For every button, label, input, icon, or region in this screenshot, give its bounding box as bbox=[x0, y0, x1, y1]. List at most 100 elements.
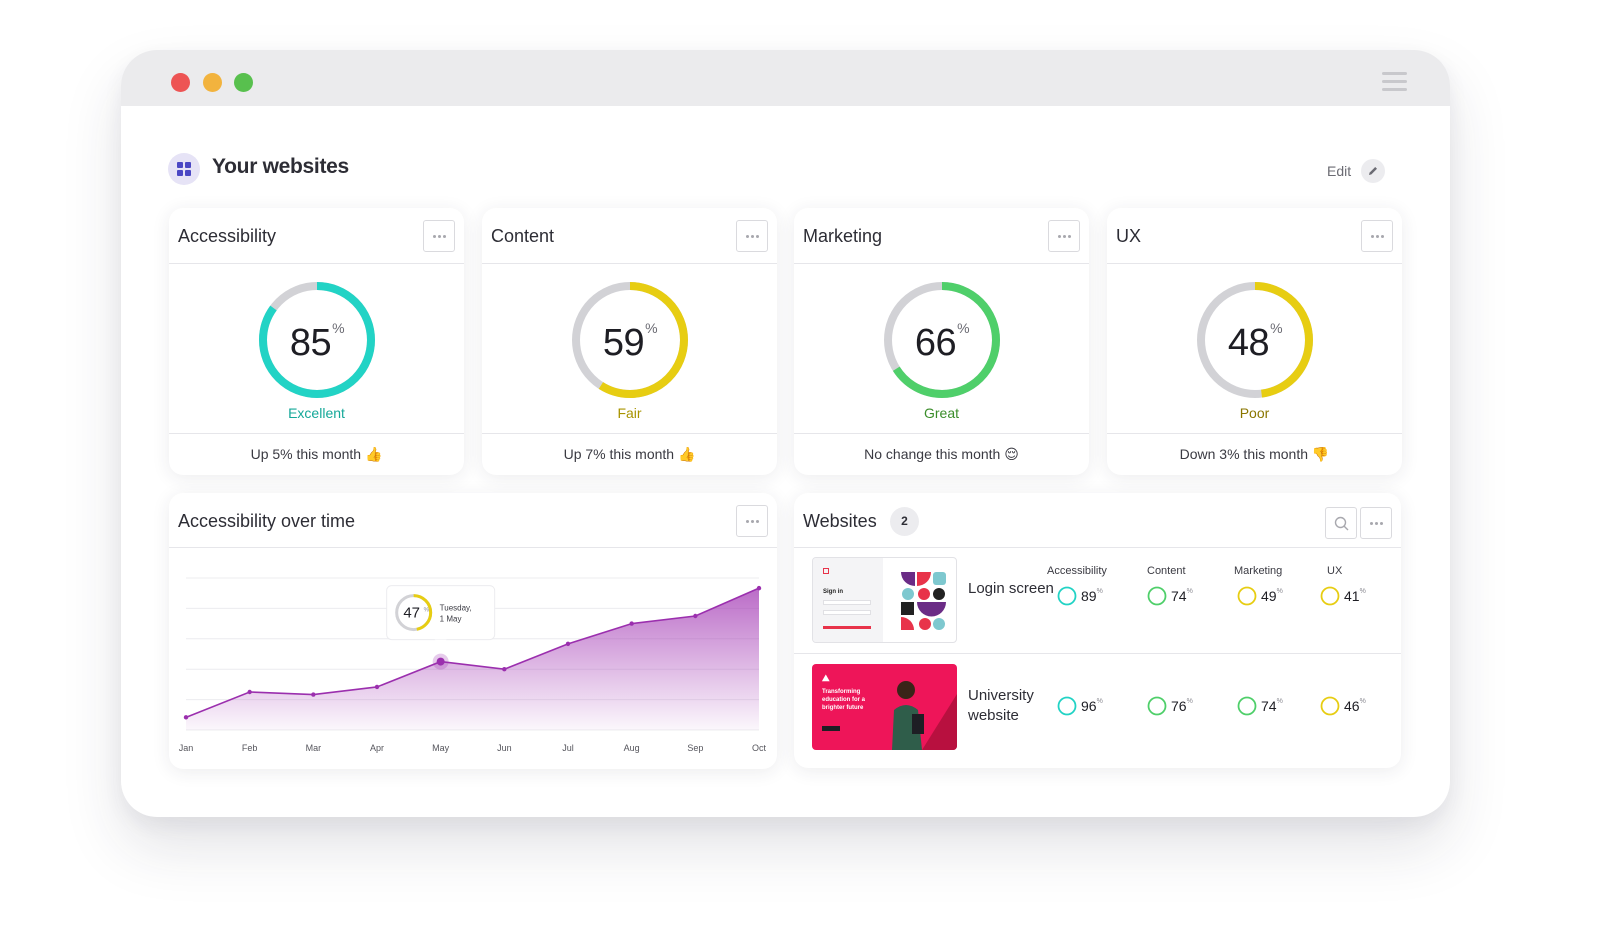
row-score: 74% bbox=[1147, 586, 1193, 606]
x-tick-label: Sep bbox=[687, 743, 703, 753]
row-score: 89% bbox=[1057, 586, 1103, 606]
score-ring-icon bbox=[1237, 696, 1257, 716]
row-score-value: 74% bbox=[1171, 588, 1193, 604]
chart-area bbox=[186, 588, 759, 730]
website-name: Login screen bbox=[968, 580, 1054, 597]
column-header: Marketing bbox=[1234, 565, 1283, 577]
gauge-arc bbox=[259, 282, 375, 398]
column-header: Content bbox=[1147, 565, 1186, 577]
score-ring-icon bbox=[1320, 696, 1340, 716]
chart-point bbox=[374, 684, 380, 690]
score-ring-icon bbox=[1147, 696, 1167, 716]
search-icon bbox=[1334, 516, 1348, 530]
score-rating: Poor bbox=[1239, 405, 1270, 421]
tooltip-unit: % bbox=[424, 608, 430, 614]
card-divider bbox=[794, 263, 1089, 264]
websites-more-button[interactable] bbox=[1360, 507, 1392, 539]
accessibility-area-chart: Jan Feb Mar Apr May Jun Jul Aug Sep Oct 47% Tuesday… bbox=[179, 577, 767, 753]
column-header: Accessibility bbox=[1047, 565, 1107, 577]
score-card-more-button[interactable] bbox=[1361, 220, 1393, 252]
score-gauge: 59% bbox=[570, 280, 690, 400]
row-score-value: 74% bbox=[1261, 698, 1283, 714]
chart-point bbox=[756, 585, 762, 591]
tooltip-pointer bbox=[434, 639, 447, 646]
x-tick-label: May bbox=[432, 743, 450, 753]
card-divider bbox=[794, 433, 1089, 434]
score-card-more-button[interactable] bbox=[1048, 220, 1080, 252]
score-rating: Fair bbox=[617, 405, 642, 421]
card-divider bbox=[482, 433, 777, 434]
row-score-value: 89% bbox=[1081, 588, 1103, 604]
card-divider bbox=[169, 433, 464, 434]
column-header: UX bbox=[1327, 565, 1343, 577]
gauge-arc bbox=[1197, 282, 1313, 398]
websites-divider bbox=[794, 547, 1401, 548]
close-window-button[interactable] bbox=[171, 73, 190, 92]
gauge-arc bbox=[884, 282, 1000, 398]
score-change: Up 7% this month 👍 bbox=[563, 446, 696, 462]
x-tick-label: Mar bbox=[306, 743, 322, 753]
grid-icon bbox=[168, 153, 200, 185]
score-value: 66% bbox=[914, 320, 970, 364]
chart-tooltip: 47% Tuesday, 1 May bbox=[386, 585, 496, 646]
x-tick-label: Apr bbox=[370, 743, 384, 753]
score-ring-icon bbox=[1237, 586, 1257, 606]
page-title: Your websites bbox=[212, 155, 349, 178]
score-value: 85% bbox=[289, 320, 345, 364]
row-score: 49% bbox=[1237, 586, 1283, 606]
tooltip-value: 47 bbox=[403, 605, 420, 622]
hamburger-menu-icon[interactable] bbox=[1382, 72, 1407, 92]
row-score-value: 96% bbox=[1081, 698, 1103, 714]
score-gauge: 66% bbox=[882, 280, 1002, 400]
score-rating: Great bbox=[923, 405, 959, 421]
title-bar bbox=[121, 50, 1450, 106]
website-row[interactable]: ⛰ Transforming education for a brighter … bbox=[794, 658, 1401, 758]
reaction-icon: 👍 bbox=[677, 446, 696, 462]
card-divider bbox=[169, 263, 464, 264]
score-card-title: Marketing bbox=[803, 226, 883, 246]
row-score-value: 41% bbox=[1344, 588, 1366, 604]
score-change: Up 5% this month 👍 bbox=[250, 446, 383, 462]
row-score: 41% bbox=[1320, 586, 1366, 606]
website-thumbnail: Sign in bbox=[812, 557, 957, 643]
score-card-more-button[interactable] bbox=[423, 220, 455, 252]
row-score-value: 46% bbox=[1344, 698, 1366, 714]
score-ring-icon bbox=[1147, 586, 1167, 606]
score-ring-icon bbox=[1057, 586, 1077, 606]
x-tick-label: Aug bbox=[624, 743, 640, 753]
x-tick-label: Oct bbox=[752, 743, 767, 753]
row-score-value: 49% bbox=[1261, 588, 1283, 604]
chart-more-button[interactable] bbox=[736, 505, 768, 537]
chart-point bbox=[183, 715, 189, 720]
score-value: 59% bbox=[602, 320, 658, 364]
card-divider bbox=[1107, 433, 1402, 434]
score-card-title: Content bbox=[491, 226, 555, 246]
score-rating: Excellent bbox=[288, 405, 345, 421]
score-gauge: 48% bbox=[1195, 280, 1315, 400]
edit-button[interactable]: Edit bbox=[1327, 159, 1386, 183]
score-card: Marketing 66% Great No change this month… bbox=[794, 208, 1089, 475]
x-tick-label: Feb bbox=[242, 743, 258, 753]
row-score: 74% bbox=[1237, 696, 1283, 716]
score-card: UX 48% Poor Down 3% this month 👎 bbox=[1107, 208, 1402, 475]
score-ring-icon bbox=[1057, 696, 1077, 716]
edit-label: Edit bbox=[1327, 163, 1352, 179]
score-card-more-button[interactable] bbox=[736, 220, 768, 252]
row-score: 76% bbox=[1147, 696, 1193, 716]
website-thumbnail: ⛰ Transforming education for a brighter … bbox=[812, 664, 957, 750]
chart-point bbox=[629, 621, 634, 626]
website-row[interactable]: Sign in Login screen 89% 74% bbox=[794, 551, 1401, 651]
score-change: Down 3% this month 👎 bbox=[1179, 446, 1330, 462]
maximize-window-button[interactable] bbox=[234, 73, 253, 92]
websites-title: Websites bbox=[803, 511, 877, 531]
score-gauge: 85% bbox=[257, 280, 377, 400]
search-button[interactable] bbox=[1325, 507, 1357, 539]
browser-window: Your websites Edit Accessibility 85% Exc… bbox=[121, 50, 1450, 817]
x-tick-label: Jun bbox=[497, 743, 512, 753]
chart-point bbox=[311, 692, 316, 697]
card-divider bbox=[482, 263, 777, 264]
minimize-window-button[interactable] bbox=[203, 73, 222, 92]
score-card-title: UX bbox=[1116, 226, 1142, 246]
gauge-arc bbox=[572, 282, 688, 398]
score-change: No change this month 😌 bbox=[864, 446, 1019, 462]
